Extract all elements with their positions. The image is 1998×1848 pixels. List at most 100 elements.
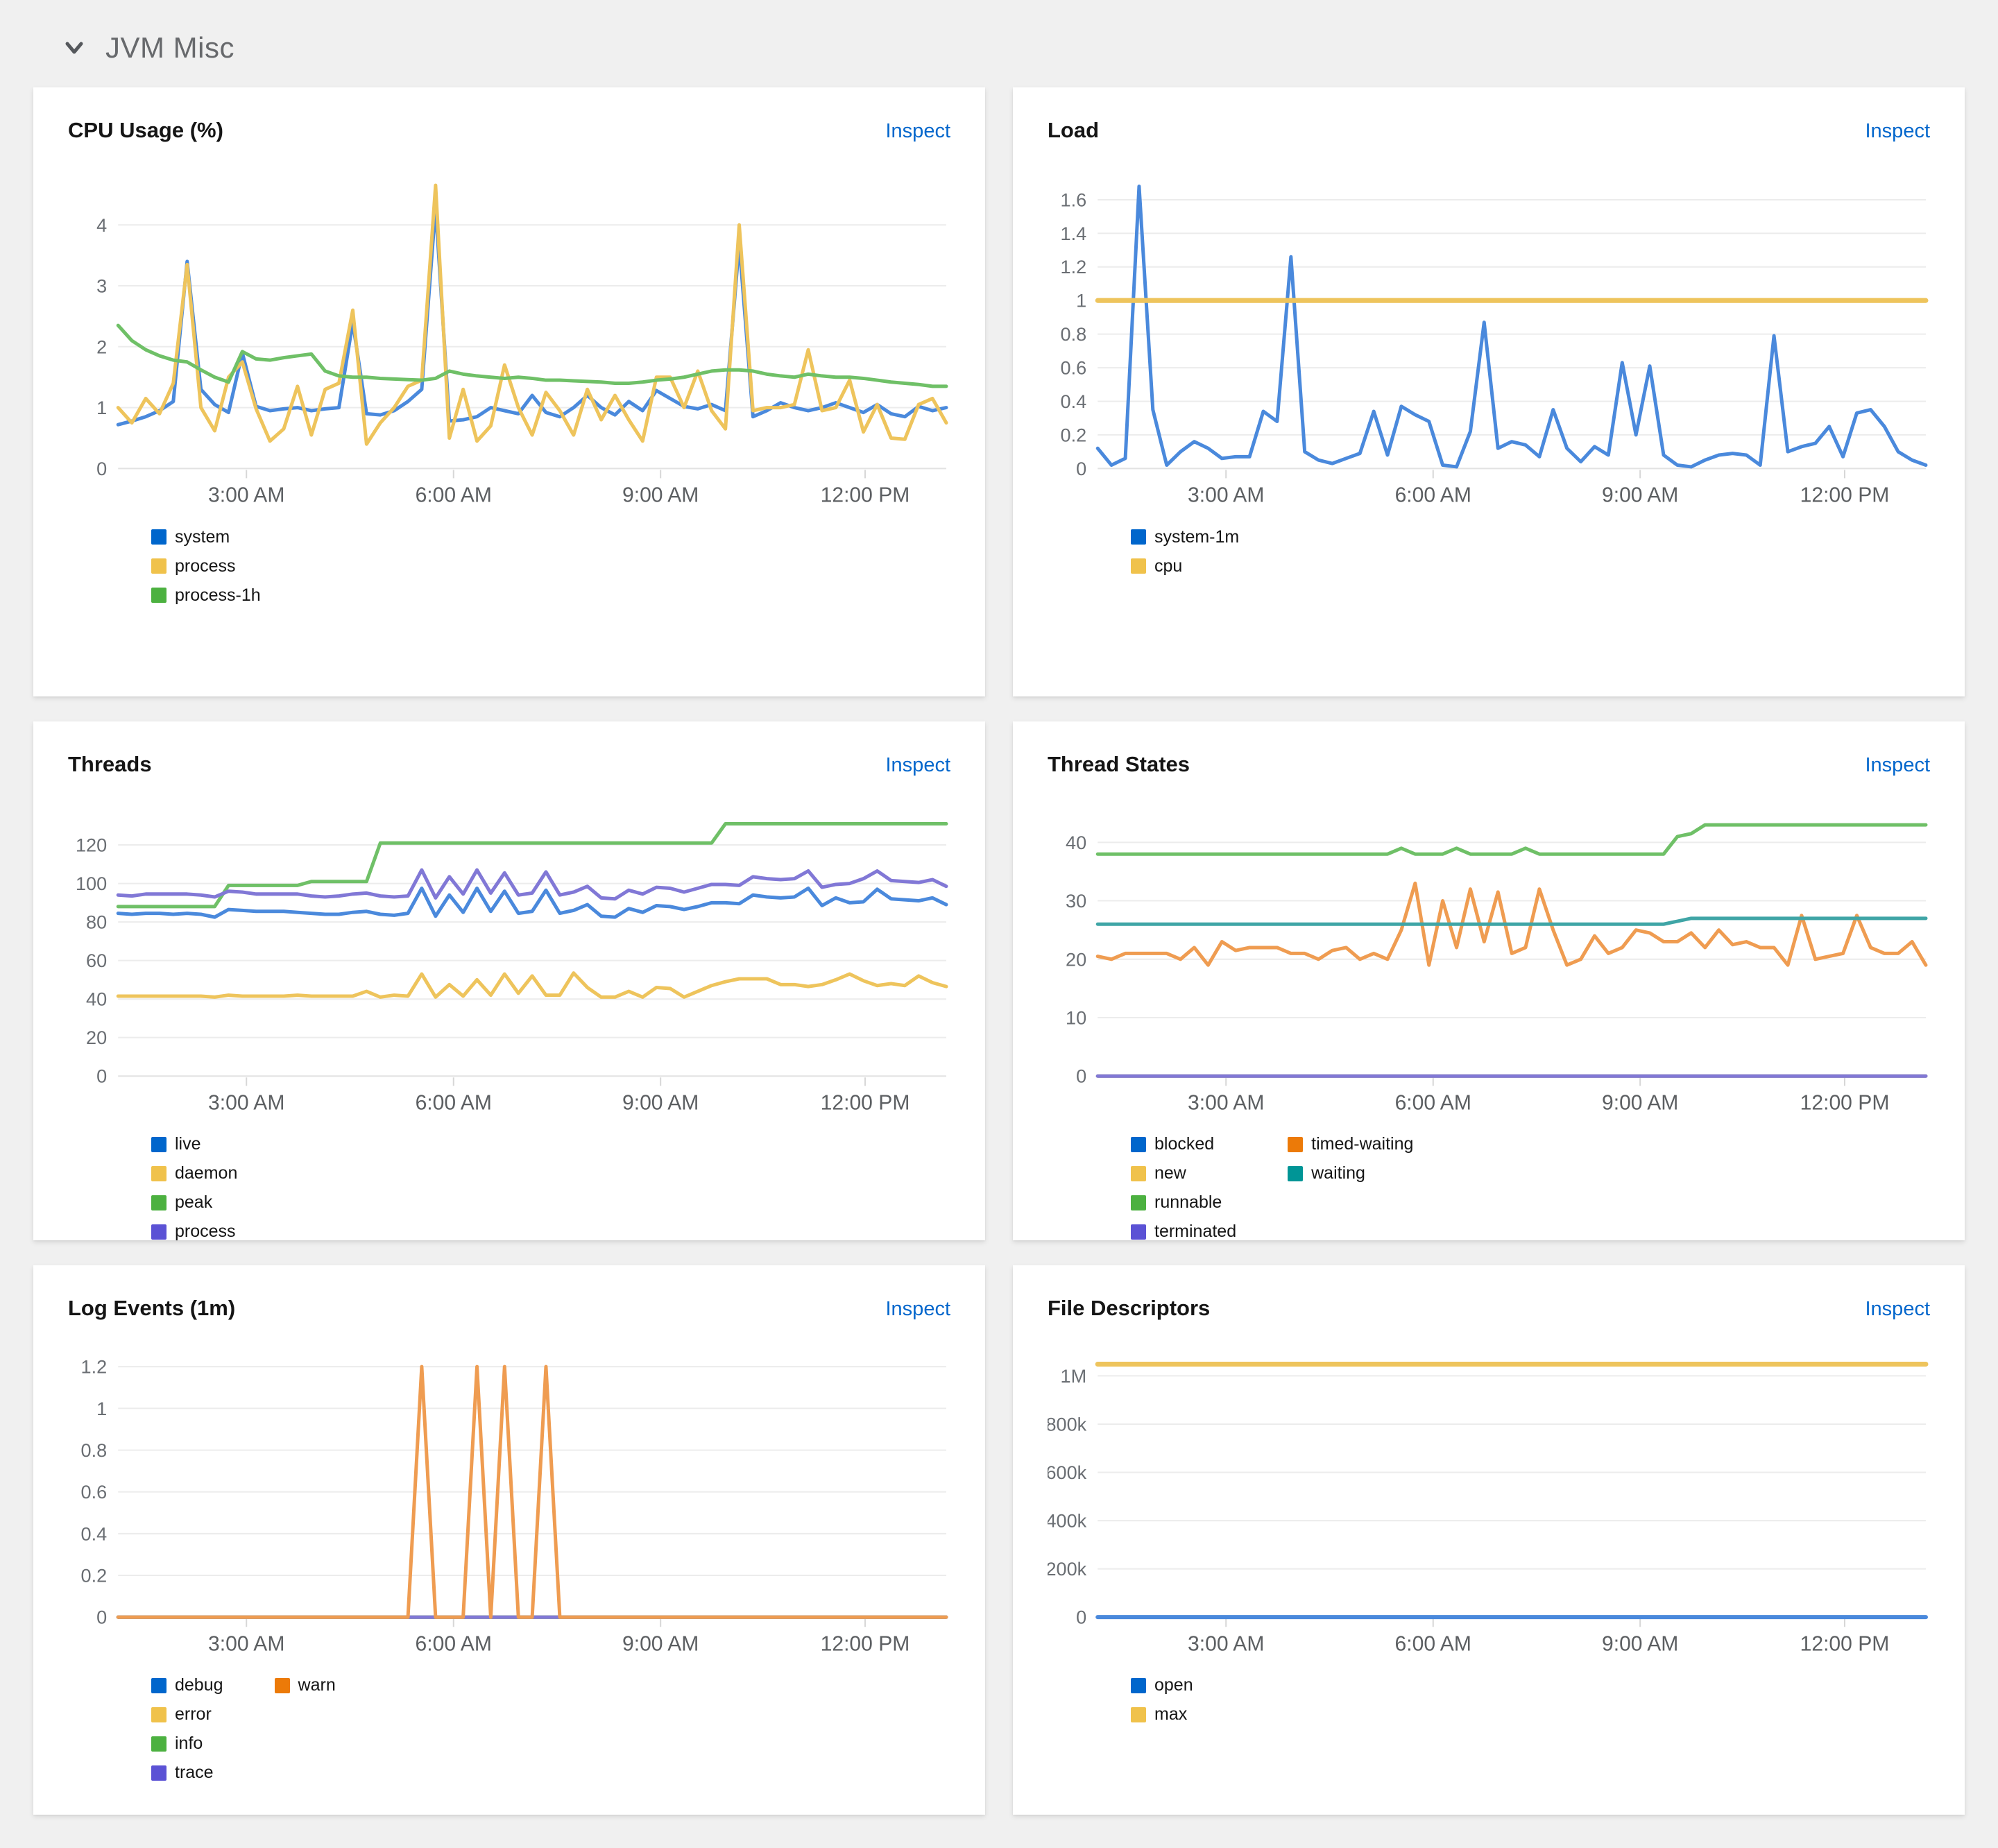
svg-text:3:00 AM: 3:00 AM bbox=[208, 484, 284, 507]
legend-label: warn bbox=[298, 1675, 336, 1695]
svg-text:30: 30 bbox=[1066, 890, 1086, 912]
legend-swatch bbox=[1131, 529, 1146, 545]
inspect-link[interactable]: Inspect bbox=[1865, 120, 1931, 142]
svg-text:1: 1 bbox=[96, 1398, 107, 1419]
svg-text:1: 1 bbox=[96, 397, 107, 418]
legend-item-waiting: waiting bbox=[1288, 1163, 1413, 1183]
svg-text:3:00 AM: 3:00 AM bbox=[1188, 1632, 1264, 1655]
legend-item-process-1h: process-1h bbox=[151, 585, 261, 606]
svg-text:9:00 AM: 9:00 AM bbox=[622, 1091, 699, 1114]
svg-text:12:00 PM: 12:00 PM bbox=[1800, 484, 1890, 507]
svg-text:40: 40 bbox=[1066, 832, 1086, 853]
chart-legend: live daemon peak process bbox=[68, 1134, 950, 1240]
file-descriptors-chart: 0 200k 400k 600k 800k 1M 3:00 AM 6:00 AM 9:00 AM… bbox=[1048, 1361, 1929, 1655]
svg-text:0: 0 bbox=[96, 458, 107, 479]
svg-text:3:00 AM: 3:00 AM bbox=[1188, 1091, 1264, 1114]
legend-swatch bbox=[151, 558, 166, 574]
svg-text:1: 1 bbox=[1076, 290, 1086, 311]
inspect-link[interactable]: Inspect bbox=[1865, 1298, 1931, 1320]
legend-swatch bbox=[1288, 1165, 1304, 1181]
legend-item-cpu: cpu bbox=[1131, 556, 1239, 576]
svg-text:0.8: 0.8 bbox=[81, 1439, 108, 1461]
panel-threads: Threads Inspect 0 20 40 60 80 100 120 3:00 AM 6:… bbox=[33, 721, 985, 1240]
svg-text:20: 20 bbox=[1066, 948, 1086, 970]
legend-label: daemon bbox=[175, 1163, 238, 1183]
svg-text:80: 80 bbox=[86, 912, 107, 933]
svg-text:12:00 PM: 12:00 PM bbox=[821, 484, 910, 507]
inspect-link[interactable]: Inspect bbox=[1865, 754, 1931, 776]
svg-text:12:00 PM: 12:00 PM bbox=[1800, 1632, 1890, 1655]
svg-text:0: 0 bbox=[96, 1066, 107, 1087]
svg-text:3:00 AM: 3:00 AM bbox=[208, 1091, 284, 1114]
legend-item-blocked: blocked bbox=[1131, 1134, 1236, 1154]
legend-label: system-1m bbox=[1154, 527, 1240, 547]
legend-label: terminated bbox=[1154, 1222, 1237, 1240]
svg-text:0: 0 bbox=[1076, 458, 1086, 479]
legend-item-max: max bbox=[1131, 1704, 1193, 1725]
legend-label: error bbox=[175, 1704, 212, 1725]
panel-title: Threads bbox=[68, 752, 152, 776]
section-toggle-jvm-misc[interactable]: JVM Misc bbox=[61, 18, 1965, 78]
legend-swatch bbox=[274, 1677, 290, 1693]
svg-text:1M: 1M bbox=[1061, 1365, 1087, 1387]
inspect-link[interactable]: Inspect bbox=[885, 754, 951, 776]
svg-text:800k: 800k bbox=[1048, 1413, 1087, 1435]
chevron-down-icon bbox=[65, 42, 83, 54]
svg-text:9:00 AM: 9:00 AM bbox=[1602, 1632, 1678, 1655]
legend-label: process bbox=[175, 1222, 236, 1240]
legend-swatch bbox=[151, 1224, 166, 1240]
chart-legend: debug error info trace warn bbox=[68, 1675, 950, 1783]
legend-item-system: system bbox=[151, 527, 261, 547]
svg-text:10: 10 bbox=[1066, 1007, 1086, 1028]
legend-item-peak: peak bbox=[151, 1192, 237, 1213]
legend-label: max bbox=[1154, 1704, 1188, 1725]
legend-label: new bbox=[1154, 1163, 1186, 1183]
legend-label: timed-waiting bbox=[1311, 1134, 1414, 1154]
legend-item-process: process bbox=[151, 556, 261, 576]
svg-text:0.6: 0.6 bbox=[1061, 357, 1087, 379]
svg-text:1.2: 1.2 bbox=[1061, 256, 1087, 277]
legend-item-timed-waiting: timed-waiting bbox=[1288, 1134, 1413, 1154]
legend-label: live bbox=[175, 1134, 201, 1154]
section-title: JVM Misc bbox=[105, 31, 234, 64]
legend-item-open: open bbox=[1131, 1675, 1193, 1695]
legend-swatch bbox=[1131, 1224, 1146, 1240]
svg-text:9:00 AM: 9:00 AM bbox=[1602, 484, 1678, 507]
inspect-link[interactable]: Inspect bbox=[885, 1298, 951, 1320]
panel-file-descriptors: File Descriptors Inspect 0 200k 400k 600k 80… bbox=[1013, 1265, 1965, 1815]
legend-swatch bbox=[1288, 1136, 1304, 1152]
svg-text:0: 0 bbox=[1076, 1066, 1086, 1087]
chart-legend: system-1m cpu bbox=[1048, 527, 1930, 576]
legend-swatch bbox=[151, 1165, 166, 1181]
svg-text:0: 0 bbox=[96, 1607, 107, 1628]
svg-text:3:00 AM: 3:00 AM bbox=[208, 1632, 284, 1655]
svg-text:60: 60 bbox=[86, 950, 107, 971]
svg-text:400k: 400k bbox=[1048, 1510, 1087, 1532]
legend-swatch bbox=[1131, 1677, 1146, 1693]
panel-log-events: Log Events (1m) Inspect 0 0.2 0.4 0.6 0.8 1 1.… bbox=[33, 1265, 985, 1815]
chart-area: 0 0.2 0.4 0.6 0.8 1 1.2 3:00 AM 6:00 AM 9:00 AM 12… bbox=[68, 1346, 950, 1783]
legend-label: debug bbox=[175, 1675, 223, 1695]
svg-text:9:00 AM: 9:00 AM bbox=[1602, 1091, 1678, 1114]
legend-item-warn: warn bbox=[274, 1675, 336, 1695]
panel-header: Threads Inspect bbox=[68, 752, 950, 777]
svg-text:600k: 600k bbox=[1048, 1462, 1087, 1483]
svg-text:3:00 AM: 3:00 AM bbox=[1188, 484, 1264, 507]
svg-text:12:00 PM: 12:00 PM bbox=[821, 1091, 910, 1114]
chart-area: 0 200k 400k 600k 800k 1M 3:00 AM 6:00 AM 9:00 AM… bbox=[1048, 1346, 1930, 1725]
svg-text:1.2: 1.2 bbox=[81, 1356, 108, 1378]
svg-text:20: 20 bbox=[86, 1027, 107, 1048]
panel-title: Load bbox=[1048, 118, 1100, 142]
legend-label: cpu bbox=[1154, 556, 1183, 576]
legend-label: process bbox=[175, 556, 236, 576]
legend-swatch bbox=[151, 1706, 166, 1722]
legend-item-process: process bbox=[151, 1222, 237, 1240]
legend-item-daemon: daemon bbox=[151, 1163, 237, 1183]
dashboard-grid: CPU Usage (%) Inspect 0 1 2 3 4 3:00 AM 6:00 A… bbox=[33, 87, 1965, 1815]
log-events-chart: 0 0.2 0.4 0.6 0.8 1 1.2 3:00 AM 6:00 AM 9:00 AM 12… bbox=[81, 1356, 948, 1655]
legend-swatch bbox=[151, 588, 166, 604]
inspect-link[interactable]: Inspect bbox=[885, 120, 951, 142]
thread-states-chart: 0 10 20 30 40 3:00 AM 6:00 AM 9:00 AM 12:00 PM bbox=[1066, 823, 1928, 1114]
svg-text:6:00 AM: 6:00 AM bbox=[416, 1632, 492, 1655]
svg-text:12:00 PM: 12:00 PM bbox=[1800, 1091, 1890, 1114]
